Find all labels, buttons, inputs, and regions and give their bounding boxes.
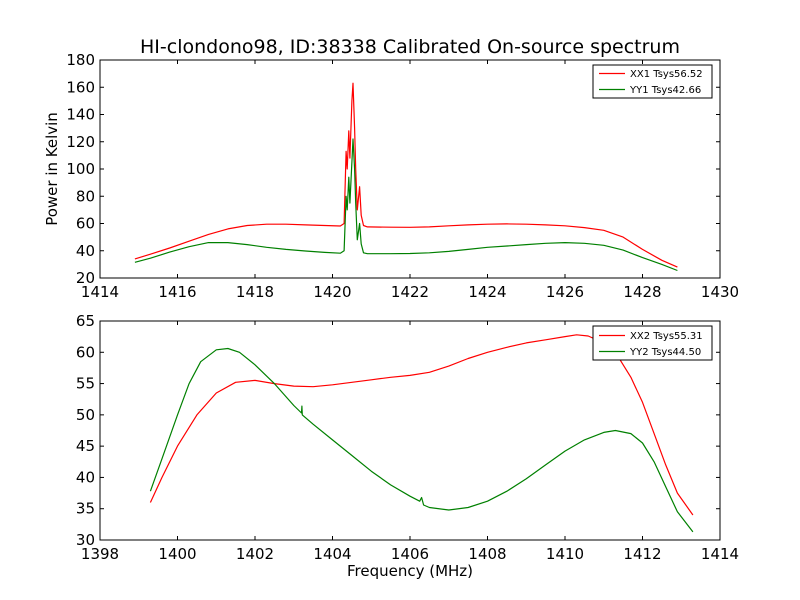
top-plot-area: 1414 1416 1418 1420 1422 1424 1426 1428 1430 20 40…	[66, 51, 739, 301]
legend-label-yy1: YY1 Tsys42.66	[629, 85, 701, 96]
y-tick-label: 40	[76, 468, 95, 486]
y-tick-label: 50	[76, 406, 95, 424]
x-tick-label: 1414	[81, 283, 119, 301]
y-tick-label: 120	[66, 133, 95, 151]
y-tick-label: 40	[76, 242, 95, 260]
y-tick-label: 160	[66, 78, 95, 96]
y-tick-label: 30	[76, 531, 95, 549]
x-tick-label: 1428	[623, 283, 661, 301]
x-tick-label: 1414	[701, 545, 739, 563]
chart-title: HI-clondono98, ID:38338 Calibrated On-so…	[140, 36, 680, 58]
x-tick-label: 1418	[236, 283, 274, 301]
x-tick-label: 1404	[313, 545, 351, 563]
x-tick-label: 1420	[313, 283, 351, 301]
legend-label-xx1: XX1 Tsys56.52	[630, 69, 703, 80]
y-tick-label: 65	[76, 312, 95, 330]
y-tick-label: 180	[66, 51, 95, 69]
series-line-xx1	[134, 82, 678, 268]
x-tick-label: 1424	[468, 283, 506, 301]
y-tick-label: 140	[66, 106, 95, 124]
legend-label-xx2: XX2 Tsys55.31	[630, 331, 703, 342]
y-tick-label: 60	[76, 343, 95, 361]
x-tick-label: 1430	[701, 283, 739, 301]
x-tick-label: 1400	[158, 545, 196, 563]
top-spectrum-panel: HI-clondono98, ID:38338 Calibrated On-so…	[43, 36, 739, 301]
x-tick-label: 1398	[81, 545, 119, 563]
bottom-legend: XX2 Tsys55.31 YY2 Tsys44.50	[592, 325, 713, 361]
bottom-plot-area: 1398 1400 1402 1404 1406 1408 1410 1412 1414 30 35…	[76, 312, 739, 563]
x-tick-label: 1426	[546, 283, 584, 301]
y-axis-label: Power in Kelvin	[43, 112, 61, 226]
x-tick-label: 1412	[623, 545, 661, 563]
series-line-xx2	[149, 334, 694, 516]
y-tick-label: 35	[76, 500, 95, 518]
y-tick-label: 80	[76, 187, 95, 205]
series-line-yy1	[134, 138, 678, 272]
y-tick-label: 100	[66, 160, 95, 178]
x-tick-label: 1416	[158, 283, 196, 301]
x-tick-label: 1410	[546, 545, 584, 563]
series-line-yy2	[149, 347, 694, 533]
x-axis-label: Frequency (MHz)	[347, 562, 473, 580]
x-tick-label: 1408	[468, 545, 506, 563]
y-tick-label: 45	[76, 437, 95, 455]
y-tick-label: 55	[76, 375, 95, 393]
y-tick-label: 60	[76, 215, 95, 233]
x-tick-label: 1406	[391, 545, 429, 563]
y-tick-label: 20	[76, 269, 95, 287]
legend-label-yy2: YY2 Tsys44.50	[629, 347, 701, 358]
top-legend: XX1 Tsys56.52 YY1 Tsys42.66	[592, 64, 713, 99]
x-tick-label: 1422	[391, 283, 429, 301]
bottom-spectrum-panel: Frequency (MHz) 1398 1400 1402 1404 1406 1408…	[76, 312, 739, 580]
x-tick-label: 1402	[236, 545, 274, 563]
